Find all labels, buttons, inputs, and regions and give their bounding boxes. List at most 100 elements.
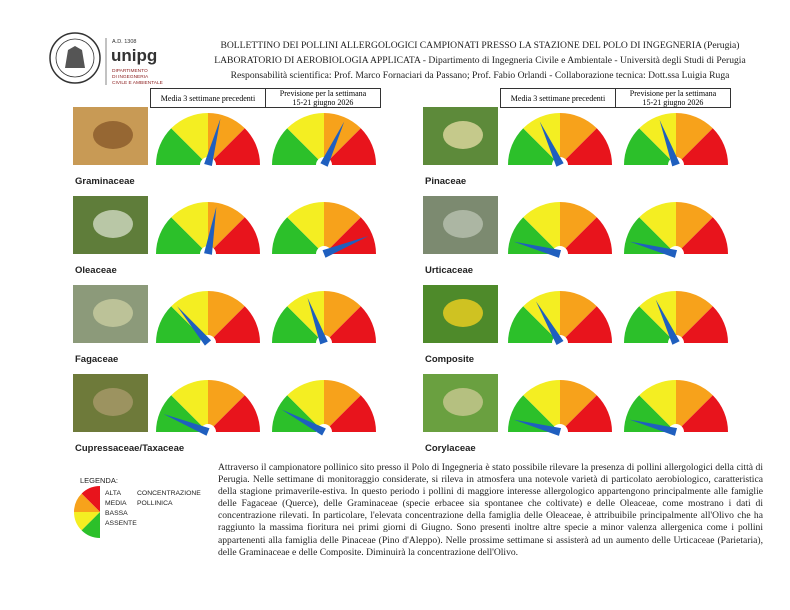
gauge-needle (163, 414, 210, 436)
plant-name: Cupressaceae/Taxaceae (75, 443, 184, 454)
gauge-sector (156, 306, 208, 343)
plant-photo-detail (443, 121, 483, 149)
logo-dept: CIVILE E AMBIENTALE (112, 80, 163, 86)
gauge-sector (624, 395, 676, 432)
gauge-sector (676, 202, 713, 254)
gauge-sector (508, 395, 560, 432)
gauge-needle (307, 297, 328, 345)
gauge-sector (624, 128, 676, 165)
gauge-sector (560, 306, 612, 343)
legend-level: BASSA (105, 510, 128, 517)
plant-photo-detail (93, 299, 133, 327)
gauge-sector (560, 291, 597, 343)
gauge-needle (629, 241, 678, 258)
gauge-sector (676, 128, 728, 165)
gauge-sector (324, 306, 376, 343)
gauge-sector (560, 113, 597, 165)
column-header-line: Previsione per la settimana (629, 89, 717, 98)
gauge-sector (324, 128, 377, 165)
gauge-needle (513, 241, 562, 258)
gauge-sector (676, 217, 728, 254)
gauge-sector (208, 202, 245, 254)
gauge-sector (171, 202, 208, 254)
plant-photo-detail (93, 121, 133, 149)
plant-name: Corylaceae (425, 443, 476, 454)
plant-photo-detail (93, 388, 133, 416)
gauge-sector (676, 113, 713, 165)
gauge-sector (560, 202, 597, 254)
gauge-sector (508, 306, 560, 343)
gauge-sector (523, 113, 560, 165)
column-header-line: 15-21 giugno 2026 (292, 98, 354, 107)
gauge-sector (272, 217, 324, 254)
gauge-sector (676, 380, 713, 432)
plant-name: Fagaceae (75, 354, 118, 365)
gauge-sector (324, 380, 361, 432)
legend: LEGENDA: ALTA MEDIA BASSA ASSENTE CONCEN… (72, 468, 212, 548)
gauge-needle (539, 121, 564, 167)
gauge-sector (272, 306, 324, 343)
gauge-sector (324, 202, 361, 254)
paragraph: Attraverso il campionatore pollinico sit… (218, 462, 763, 558)
gauge-sector (639, 113, 676, 165)
gauge-sector (560, 380, 597, 432)
gauge-needle (322, 236, 369, 258)
gauge-sector (156, 217, 208, 254)
gauge-needle (513, 419, 562, 436)
gauge-sector (208, 217, 260, 254)
gauge-sector (639, 202, 676, 254)
header-line: BOLLETTINO DEI POLLINI ALLERGOLOGICI CAM… (220, 40, 740, 51)
gauge-sector (208, 291, 245, 343)
gauge-needle (536, 301, 564, 345)
logo-dept: DIPARTIMENTO (112, 68, 148, 74)
plant-name: Oleaceae (75, 265, 117, 276)
gauge-needle (204, 118, 221, 167)
gauge-sector (156, 128, 208, 165)
header-line: LABORATORIO DI AEROBIOLOGIA APPLICATA - … (214, 55, 746, 66)
plant-photo-detail (443, 299, 483, 327)
gauge-sector (208, 113, 245, 165)
gauge-sector (171, 380, 208, 432)
legend-level: ASSENTE (105, 520, 137, 527)
gauge-sector (324, 217, 377, 254)
gauge-sector (624, 217, 676, 254)
gauges: Graminaceae Oleaceae Fagaceae Cupressaceae/… (73, 107, 728, 454)
legend-caption: CONCENTRAZIONE (137, 490, 201, 497)
column-header-line: Previsione per la settimana (279, 89, 367, 98)
plant-photo-detail (443, 210, 483, 238)
gauge-sector (560, 217, 612, 254)
gauge-sector (287, 291, 324, 343)
column-header: Media 3 settimane precedenti (150, 88, 266, 108)
gauge-sector (324, 291, 361, 343)
column-header: Previsione per la settimana 15-21 giugno … (615, 88, 731, 108)
legend-level: MEDIA (105, 500, 127, 507)
gauge-sector (560, 128, 612, 165)
logo: A.D. 1308 unipg DIPARTIMENTO DI INGEGNER… (49, 32, 163, 86)
gauge-needle (629, 419, 678, 436)
gauge-needle (204, 206, 217, 255)
gauge-sector (676, 291, 713, 343)
gauge-sector (676, 395, 728, 432)
plant-name: Graminaceae (75, 176, 135, 187)
gauge-sector (508, 128, 560, 165)
gauge-sector (639, 380, 676, 432)
gauge-sector (639, 291, 676, 343)
plant-photo-detail (93, 210, 133, 238)
gauge-sector (171, 113, 208, 165)
column-header: Previsione per la settimana 15-21 giugno … (265, 88, 381, 108)
gauge-sector (523, 380, 560, 432)
legend-title: LEGENDA: (80, 476, 118, 485)
legend-caption: POLLINICA (137, 500, 173, 507)
gauge-sector (560, 395, 612, 432)
gauge-sector (272, 128, 324, 165)
gauge-needle (177, 306, 212, 346)
gauge-sector (287, 202, 324, 254)
gauge-needle (655, 299, 680, 345)
gauge-sector (324, 395, 377, 432)
gauge-needle (281, 409, 326, 436)
gauge-sector (324, 113, 361, 165)
gauge-sector (208, 395, 260, 432)
gauge-sector (208, 128, 260, 165)
plant-name: Pinaceae (425, 176, 466, 187)
